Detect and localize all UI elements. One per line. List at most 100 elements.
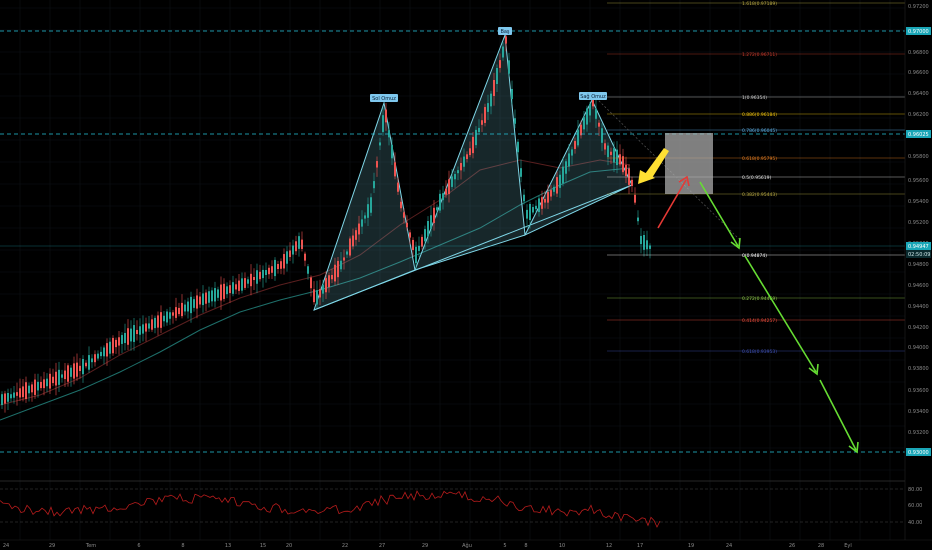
candle-body (283, 254, 285, 269)
candle-body (76, 362, 78, 377)
candle-body (184, 304, 186, 312)
candle-body (511, 88, 513, 100)
time-tick-label: Ağu (462, 542, 472, 549)
candle-body (34, 379, 36, 395)
price-badge-label: 0.93000 (908, 450, 929, 456)
candle-body (121, 335, 123, 344)
candle-body (232, 282, 234, 294)
candle-body (154, 317, 156, 329)
candle-body (157, 315, 159, 328)
price-badge (906, 27, 931, 35)
candle-body (493, 79, 495, 97)
candle-body (67, 365, 69, 382)
candle-body (499, 60, 501, 68)
candle-body (40, 381, 42, 389)
candle-body (241, 278, 243, 291)
candle-body (436, 207, 438, 211)
candle-body (559, 174, 561, 188)
price-tick-label: 0.94000 (908, 345, 929, 351)
candle-body (103, 347, 105, 357)
candle-body (31, 384, 33, 393)
svg-text:Sol Omuz: Sol Omuz (372, 96, 396, 102)
fib-level-label: 1.618(0.97189) (742, 1, 777, 7)
candle-body (49, 373, 51, 389)
candle-body (58, 369, 60, 385)
price-tick-label: 0.95200 (908, 220, 929, 226)
time-tick-label: 27 (379, 543, 385, 549)
candle-body (520, 168, 522, 177)
candle-body (217, 289, 219, 298)
candle-body (442, 193, 444, 201)
candle-body (115, 339, 117, 348)
fib-level-label: 0.618(0.95795) (742, 156, 777, 162)
candle-body (523, 194, 525, 202)
candle-body (469, 148, 471, 156)
candle-body (646, 240, 648, 250)
rsi-tick-label: 40.00 (908, 520, 922, 526)
fib-level-label: 0.886(0.96184) (742, 112, 777, 118)
candle-body (403, 212, 405, 218)
price-tick-label: 0.94400 (908, 304, 929, 310)
candle-body (124, 333, 126, 343)
candle-body (514, 118, 516, 124)
fib-level-label: 0.618(0.93953) (742, 349, 777, 355)
candle-body (328, 275, 330, 288)
time-axis[interactable]: 24 29 Tem 6 8 13 15 20 22 27 29 Ağu 5 8 10 12 17 19 24 26 28… (3, 542, 852, 549)
candle-body (268, 267, 270, 275)
drop-arrow-2-head (808, 363, 819, 376)
candle-body (496, 67, 498, 85)
candle-body (373, 181, 375, 189)
candle-body (451, 176, 453, 187)
candle-body (265, 269, 267, 276)
candle-body (382, 115, 384, 132)
candle-body (280, 261, 282, 269)
pullback-arrow (657, 179, 687, 229)
candle-body (7, 392, 9, 402)
candle-body (82, 359, 84, 375)
fib-level-label: 1.272(0.96711) (742, 52, 777, 58)
candle-body (109, 341, 111, 354)
candle-body (112, 337, 114, 354)
candle-body (118, 337, 120, 346)
candle-body (244, 278, 246, 288)
candle-body (640, 235, 642, 245)
drop-arrow-3 (819, 379, 857, 451)
label-head: Baş (498, 27, 512, 35)
price-tick-label: 0.93200 (908, 430, 929, 436)
candle-body (529, 203, 531, 221)
time-tick-label: 28 (818, 543, 824, 549)
candle-body (301, 239, 303, 249)
candle-body (541, 197, 543, 209)
candle-body (472, 136, 474, 154)
candle-body (169, 312, 171, 319)
time-tick-label: 17 (637, 543, 643, 549)
candle-body (637, 217, 639, 222)
candle-body (208, 291, 210, 303)
candle-body (358, 223, 360, 235)
candle-body (187, 301, 189, 312)
candle-body (517, 141, 519, 153)
candle-body (346, 251, 348, 255)
price-badge (906, 250, 931, 258)
candle-body (649, 245, 651, 249)
candle-body (445, 188, 447, 195)
fib-level-label: 0.382(0.95443) (742, 192, 777, 198)
time-tick-label: 5 (503, 543, 506, 549)
candle-body (271, 266, 273, 273)
price-tick-label: 0.94600 (908, 283, 929, 289)
candle-body (379, 142, 381, 146)
candle-body (502, 46, 504, 58)
candle-body (421, 236, 423, 247)
candle-body (202, 293, 204, 306)
candle-body (97, 353, 99, 359)
price-badge-label: 0.94947 (908, 244, 929, 250)
price-tick-label: 0.94200 (908, 325, 929, 331)
candle-body (100, 351, 102, 357)
candle-body (550, 190, 552, 197)
candle-body (43, 379, 45, 389)
candle-body (562, 166, 564, 184)
candle-body (616, 149, 618, 166)
candle-body (457, 170, 459, 174)
